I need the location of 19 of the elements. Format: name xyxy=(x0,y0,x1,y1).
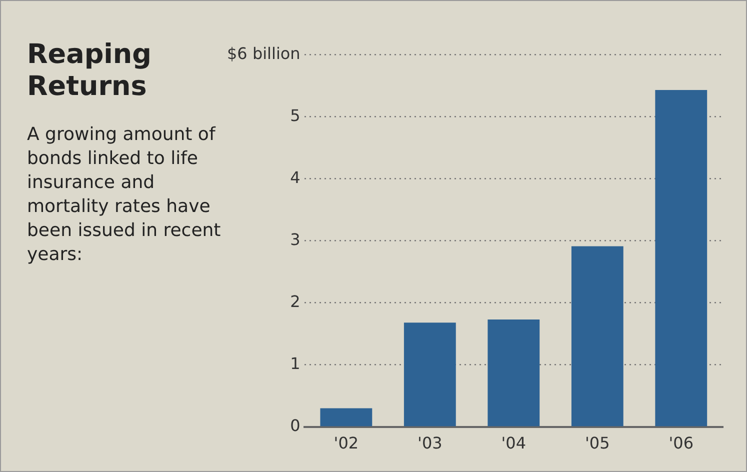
bar xyxy=(404,322,456,426)
y-tick-label: 1 xyxy=(290,354,300,373)
chart-title: Reaping Returns xyxy=(27,39,152,103)
x-tick-label: '04 xyxy=(501,434,526,453)
text: A growing amount of bonds linked to life insurance and mortality rates have been issued in recent years: xyxy=(27,123,222,267)
x-tick-label: '03 xyxy=(418,434,442,453)
bar xyxy=(488,319,540,426)
y-tick-label: 5 xyxy=(290,106,300,125)
bar xyxy=(320,408,372,426)
y-tick-label: 3 xyxy=(290,230,300,249)
bar xyxy=(655,90,708,426)
x-tick-label: '05 xyxy=(585,434,610,453)
y-tick-label: 0 xyxy=(290,416,300,435)
x-tick-label: '02 xyxy=(334,434,359,453)
y-tick-label: $6 billion xyxy=(227,44,300,63)
bar xyxy=(571,246,624,426)
x-tick-label: '06 xyxy=(668,434,694,453)
y-tick-label: 2 xyxy=(290,292,300,311)
y-tick-label: 4 xyxy=(290,168,300,187)
